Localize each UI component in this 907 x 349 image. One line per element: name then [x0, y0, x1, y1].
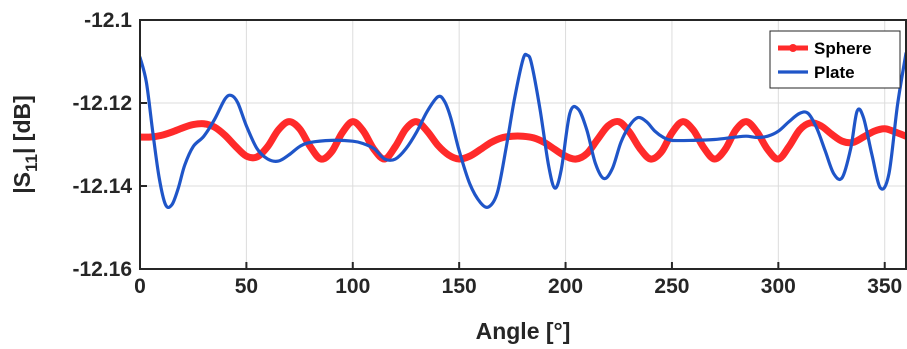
- legend-label-sphere: Sphere: [814, 39, 872, 58]
- data-point-sphere: [243, 152, 250, 160]
- data-point-sphere: [636, 145, 644, 152]
- data-point-sphere: [594, 136, 601, 143]
- data-point-sphere: [690, 126, 697, 134]
- legend: Sphere Plate: [769, 30, 901, 89]
- legend-marker-sphere: [789, 44, 797, 52]
- data-point-sphere: [764, 146, 771, 153]
- data-point-sphere: [221, 132, 229, 139]
- data-point-sphere: [338, 129, 346, 137]
- data-point-sphere: [296, 125, 303, 132]
- data-point-sphere: [817, 122, 825, 130]
- data-point-sphere: [668, 129, 676, 137]
- data-point-sphere: [487, 139, 495, 146]
- x-tick-label: 100: [335, 275, 370, 298]
- x-tick-label: 0: [134, 275, 146, 298]
- data-point-sphere: [615, 118, 622, 125]
- x-axis: 0 50 100 150 200 250 300 350: [134, 262, 902, 298]
- data-point-sphere: [168, 128, 176, 136]
- data-point-sphere: [413, 118, 420, 125]
- series-layer: [140, 51, 906, 209]
- data-point-sphere: [466, 152, 474, 160]
- data-point-sphere: [519, 133, 527, 140]
- data-point-sphere: [785, 143, 793, 150]
- x-tick-label: 300: [761, 275, 796, 298]
- legend-label-plate: Plate: [814, 63, 855, 82]
- data-point-sphere: [307, 143, 314, 150]
- x-tick-label: 200: [548, 275, 583, 298]
- data-point-sphere: [509, 133, 516, 140]
- data-point-sphere: [317, 155, 325, 163]
- data-point-sphere: [158, 132, 165, 139]
- data-point-sphere: [838, 137, 846, 145]
- data-point-sphere: [200, 120, 208, 127]
- y-axis-label: |S11| [dB]: [9, 95, 41, 194]
- series-line-sphere: [140, 117, 906, 163]
- data-point-sphere: [360, 128, 367, 135]
- data-point-sphere: [179, 124, 186, 132]
- y-tick-label: -12.16: [72, 258, 132, 281]
- legend-box: [769, 30, 901, 89]
- data-point-sphere: [711, 155, 718, 163]
- y-axis: -12.1 -12.12 -12.14 -12.16: [72, 9, 147, 281]
- data-point-sphere: [753, 128, 761, 136]
- data-point-sphere: [828, 130, 835, 138]
- y-tick-label: -12.12: [72, 92, 132, 115]
- y-axis-label-main: |S: [9, 172, 35, 194]
- data-point-sphere: [796, 126, 803, 134]
- data-point-sphere: [402, 125, 410, 132]
- data-point-sphere: [721, 146, 729, 153]
- series-line-plate: [140, 51, 906, 209]
- y-axis-label-subscript: 11: [22, 154, 41, 172]
- data-point-sphere: [583, 150, 591, 157]
- data-point-sphere: [189, 121, 197, 128]
- y-tick-label: -12.14: [72, 175, 132, 198]
- y-tick-label: -12.1: [84, 9, 132, 32]
- data-point-sphere: [700, 144, 708, 152]
- data-point-sphere: [870, 128, 878, 135]
- data-point-sphere: [551, 146, 559, 153]
- data-point-sphere: [658, 148, 665, 156]
- data-point-sphere: [434, 142, 442, 149]
- data-point-sphere: [604, 122, 612, 130]
- x-axis-label: Angle [°]: [476, 318, 571, 344]
- data-point-sphere: [253, 153, 261, 161]
- data-point-sphere: [530, 134, 537, 142]
- data-point-sphere: [881, 125, 888, 132]
- data-point-sphere: [392, 143, 399, 150]
- data-point-sphere: [445, 151, 452, 159]
- x-tick-label: 250: [654, 275, 689, 298]
- data-point-sphere: [424, 128, 431, 135]
- data-point-sphere: [264, 143, 271, 150]
- data-point-sphere: [860, 133, 867, 141]
- data-point-sphere: [498, 134, 505, 142]
- data-point-sphere: [275, 126, 282, 134]
- x-tick-label: 150: [442, 275, 477, 298]
- data-point-sphere: [232, 143, 239, 150]
- y-axis-label-end: | [dB]: [9, 95, 35, 154]
- x-tick-label: 50: [235, 275, 258, 298]
- data-point-sphere: [285, 118, 293, 125]
- x-tick-label: 350: [867, 275, 902, 298]
- data-point-sphere: [572, 155, 580, 163]
- data-point-sphere: [732, 126, 739, 134]
- data-point-sphere: [328, 148, 335, 156]
- data-point-sphere: [349, 118, 356, 125]
- axes-box: [139, 19, 907, 270]
- data-point-sphere: [775, 155, 782, 163]
- data-point-sphere: [679, 118, 686, 125]
- data-point-sphere: [647, 155, 654, 163]
- data-point-sphere: [477, 146, 484, 153]
- data-point-sphere: [743, 118, 750, 125]
